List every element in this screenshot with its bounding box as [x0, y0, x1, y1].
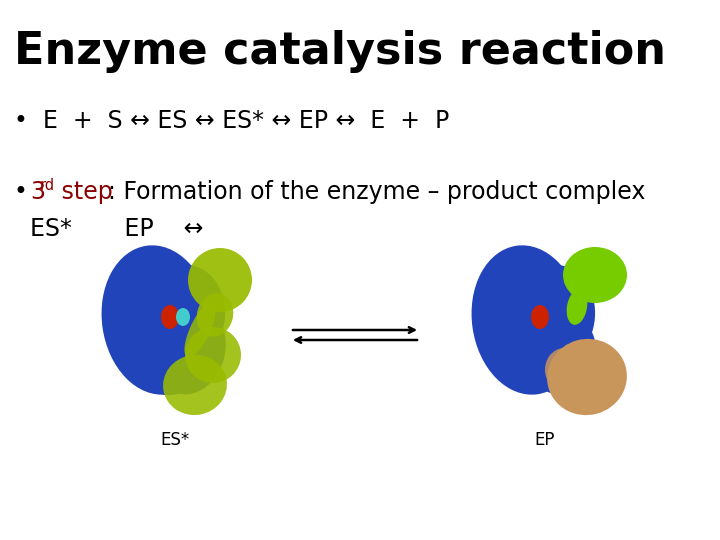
Text: •  E  +  S ↔ ES ↔ ES* ↔ EP ↔  E  +  P: • E + S ↔ ES ↔ ES* ↔ EP ↔ E + P — [14, 110, 449, 133]
Ellipse shape — [545, 348, 585, 392]
Ellipse shape — [145, 272, 185, 308]
Ellipse shape — [472, 245, 582, 395]
Text: : Formation of the enzyme – product complex: : Formation of the enzyme – product comp… — [108, 180, 645, 204]
Ellipse shape — [489, 310, 541, 380]
Ellipse shape — [161, 305, 179, 329]
Ellipse shape — [184, 302, 215, 357]
Ellipse shape — [515, 272, 555, 308]
Ellipse shape — [140, 345, 200, 395]
Text: Enzyme catalysis reaction: Enzyme catalysis reaction — [14, 30, 666, 73]
Text: 3: 3 — [30, 180, 45, 204]
Ellipse shape — [154, 306, 226, 394]
Text: ES*       EP    ↔: ES* EP ↔ — [30, 218, 203, 241]
Text: rd: rd — [40, 178, 55, 193]
Ellipse shape — [197, 293, 233, 337]
Ellipse shape — [512, 348, 568, 392]
Ellipse shape — [185, 327, 241, 383]
Text: ES*: ES* — [161, 431, 189, 449]
Text: •: • — [14, 180, 35, 204]
Ellipse shape — [102, 245, 212, 395]
Ellipse shape — [567, 289, 588, 325]
Text: step: step — [54, 180, 113, 204]
Text: EP: EP — [535, 431, 555, 449]
Ellipse shape — [563, 247, 627, 303]
Ellipse shape — [163, 355, 227, 415]
Ellipse shape — [145, 265, 225, 365]
Ellipse shape — [515, 265, 595, 365]
Ellipse shape — [531, 305, 549, 329]
Ellipse shape — [176, 308, 190, 326]
Ellipse shape — [547, 339, 627, 415]
Ellipse shape — [120, 310, 171, 380]
Ellipse shape — [530, 316, 596, 394]
Ellipse shape — [188, 248, 252, 312]
